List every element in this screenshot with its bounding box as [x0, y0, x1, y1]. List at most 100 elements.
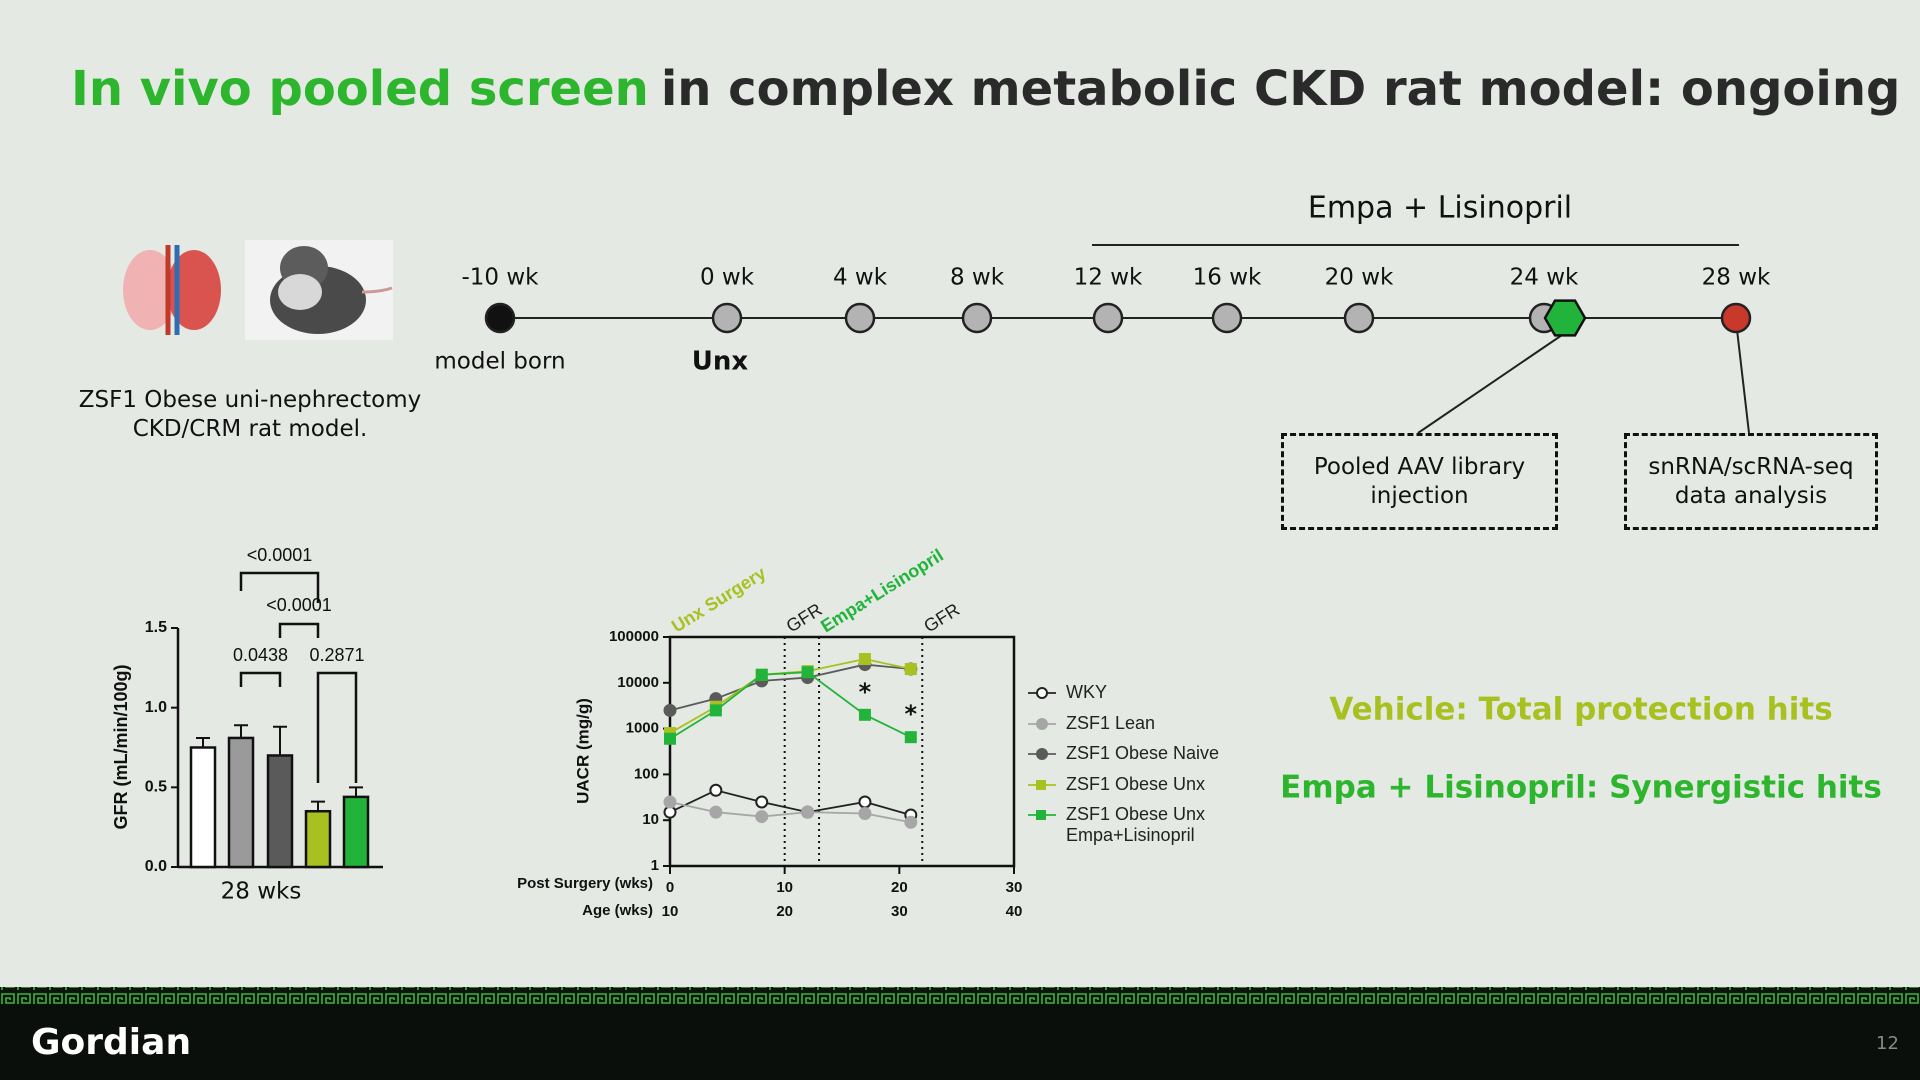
data-point — [755, 810, 769, 824]
y-tick-label: 1000 — [626, 720, 659, 737]
injection-marker — [1543, 299, 1587, 337]
y-tick-label: 1.0 — [145, 699, 167, 716]
model-caption: ZSF1 Obese uni-nephrectomy CKD/CRM rat m… — [78, 387, 422, 442]
kidney-icon — [123, 245, 221, 335]
x-tick-label: 20 — [891, 879, 908, 896]
footer-bar — [0, 1004, 1920, 1080]
timeline-label: 16 wk — [1193, 265, 1262, 291]
series-line — [669, 789, 912, 816]
timeline-label: 28 wk — [1702, 265, 1771, 291]
data-point — [663, 703, 677, 717]
data-point — [858, 653, 871, 666]
timeline-note: model born — [434, 349, 565, 375]
x2-tick-label: 40 — [1006, 903, 1023, 920]
x-tick-label: 10 — [776, 879, 793, 896]
y-tick-label: 100000 — [609, 628, 659, 645]
timeline-node — [1211, 302, 1243, 334]
data-point — [755, 795, 769, 809]
error-bar — [234, 724, 248, 738]
data-point — [858, 807, 872, 821]
connector — [1735, 320, 1750, 434]
hit-summary: Vehicle: Total protection hits — [1329, 692, 1832, 728]
data-point — [858, 708, 871, 721]
x-axis-label: Post Surgery (wks) — [517, 875, 653, 892]
title-rest: in complex metabolic CKD rat model: ongo… — [661, 61, 1901, 117]
x2-tick-label: 20 — [776, 903, 793, 920]
significance-label: <0.0001 — [247, 545, 313, 565]
y-tick-label: 0.5 — [145, 779, 167, 796]
data-point — [755, 668, 768, 681]
legend-marker — [1036, 780, 1046, 790]
event-label: GFR — [920, 599, 963, 636]
timeline-label: -10 wk — [461, 265, 539, 291]
callout-box: snRNA/scRNA-seq data analysis — [1624, 433, 1878, 530]
y-axis-label: UACR (mg/g) — [573, 698, 592, 804]
connector — [1417, 332, 1566, 434]
data-point — [858, 795, 872, 809]
hit-summary: Empa + Lisinopril: Synergistic hits — [1280, 770, 1882, 806]
significance-bracket — [278, 622, 320, 638]
plot-frame — [668, 635, 1016, 868]
x2-tick-label: 30 — [891, 903, 908, 920]
series-line — [669, 663, 911, 712]
timeline-node — [711, 302, 743, 334]
error-bar — [311, 800, 325, 812]
x-axis-label: 28 wks — [221, 879, 302, 905]
timeline-node — [1092, 302, 1124, 334]
significance-bracket — [239, 671, 282, 687]
logo: Gordian — [31, 1022, 191, 1063]
data-point — [904, 663, 917, 676]
significance-bracket — [239, 571, 320, 603]
y-tick-label: 1 — [651, 857, 659, 874]
significance-label: 0.0438 — [233, 645, 288, 665]
data-point — [709, 805, 723, 819]
rat-icon — [245, 240, 393, 340]
timeline-label: 0 wk — [700, 265, 755, 291]
x2-tick-label: 10 — [662, 903, 679, 920]
data-point — [801, 805, 815, 819]
significance-bracket — [316, 671, 358, 783]
data-point — [709, 783, 723, 797]
title: In vivo pooled screen in complex metaboli… — [71, 61, 1900, 117]
significance-star: * — [859, 678, 872, 706]
significance-label: <0.0001 — [266, 595, 332, 615]
legend-marker — [1036, 718, 1048, 730]
legend-entry: ZSF1 Obese Unx — [1066, 774, 1206, 794]
bar — [342, 795, 370, 869]
timeline-node — [1343, 302, 1375, 334]
y-tick-label: 100 — [634, 765, 659, 782]
legend-marker — [1036, 810, 1046, 820]
error-bar — [196, 736, 210, 748]
data-point — [663, 795, 677, 809]
legend-entry: ZSF1 Obese Naive — [1066, 743, 1220, 763]
bar — [266, 754, 294, 869]
y-tick-label: 0.0 — [145, 858, 167, 875]
y-axis-label: GFR (mL/min/100g) — [111, 664, 131, 829]
timeline-note: Unx — [692, 347, 749, 377]
x-tick-label: 0 — [666, 879, 674, 896]
border-pattern — [0, 987, 1920, 1004]
series-line — [669, 658, 911, 734]
timeline: -10 wk model born 0 wk Unx 4 wk 8 wk 12 wk 16 w… — [434, 265, 1771, 377]
timeline-node — [484, 302, 516, 334]
y-tick-label: 10 — [642, 811, 659, 828]
significance-star: * — [905, 700, 918, 728]
data-point — [904, 731, 917, 744]
treatment-label: Empa + Lisinopril — [1308, 191, 1572, 226]
legend-entry: ZSF1 Lean — [1066, 713, 1156, 733]
error-bar — [273, 725, 287, 756]
timeline-node — [961, 302, 993, 334]
y-tick-label: 10000 — [617, 674, 659, 691]
x2-axis-label: Age (wks) — [582, 902, 653, 919]
series-line — [669, 801, 911, 824]
data-point — [664, 732, 676, 745]
page-number: 12 — [1876, 1033, 1899, 1054]
series-line — [669, 671, 912, 740]
legend-marker — [1036, 687, 1048, 699]
timeline-node — [1720, 302, 1752, 334]
significance-label: 0.2871 — [309, 645, 364, 665]
timeline-label: 4 wk — [833, 265, 888, 291]
timeline-label: 8 wk — [950, 265, 1005, 291]
x-tick-label: 30 — [1006, 879, 1023, 896]
